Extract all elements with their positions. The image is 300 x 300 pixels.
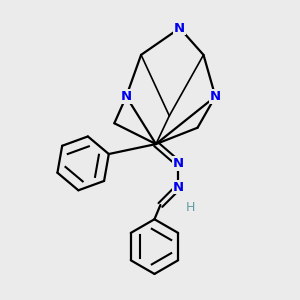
Text: N: N (173, 181, 184, 194)
Text: H: H (185, 202, 195, 214)
Text: N: N (210, 90, 221, 103)
Text: N: N (174, 22, 185, 34)
Text: N: N (121, 90, 132, 103)
Text: N: N (173, 157, 184, 170)
